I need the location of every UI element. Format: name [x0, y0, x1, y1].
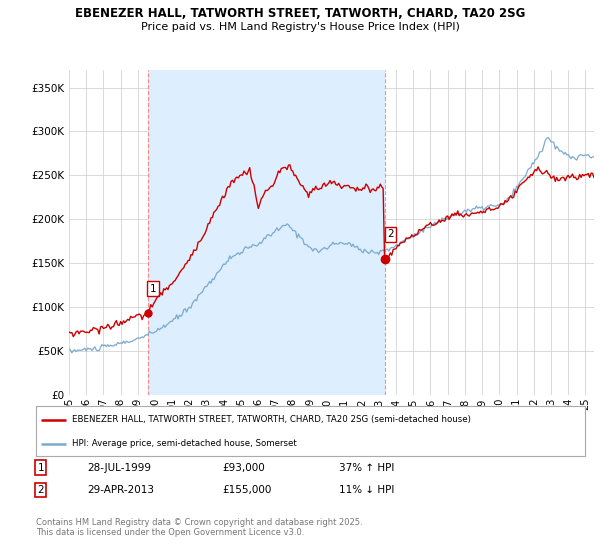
Text: 29-APR-2013: 29-APR-2013 [87, 485, 154, 495]
Text: EBENEZER HALL, TATWORTH STREET, TATWORTH, CHARD, TA20 2SG: EBENEZER HALL, TATWORTH STREET, TATWORTH… [75, 7, 525, 20]
Text: 37% ↑ HPI: 37% ↑ HPI [339, 463, 394, 473]
Text: 2: 2 [387, 229, 394, 239]
Bar [148, 70, 385, 395]
Text: 11% ↓ HPI: 11% ↓ HPI [339, 485, 394, 495]
Text: 1: 1 [149, 283, 156, 293]
Text: £93,000: £93,000 [222, 463, 265, 473]
Text: 2: 2 [37, 485, 44, 495]
Text: HPI: Average price, semi-detached house, Somerset: HPI: Average price, semi-detached house,… [71, 439, 296, 449]
Text: Price paid vs. HM Land Registry's House Price Index (HPI): Price paid vs. HM Land Registry's House … [140, 22, 460, 32]
Text: £155,000: £155,000 [222, 485, 271, 495]
Text: EBENEZER HALL, TATWORTH STREET, TATWORTH, CHARD, TA20 2SG (semi-detached house): EBENEZER HALL, TATWORTH STREET, TATWORTH… [71, 415, 470, 424]
Text: 28-JUL-1999: 28-JUL-1999 [87, 463, 151, 473]
Text: Contains HM Land Registry data © Crown copyright and database right 2025.
This d: Contains HM Land Registry data © Crown c… [36, 518, 362, 538]
Text: 1: 1 [37, 463, 44, 473]
